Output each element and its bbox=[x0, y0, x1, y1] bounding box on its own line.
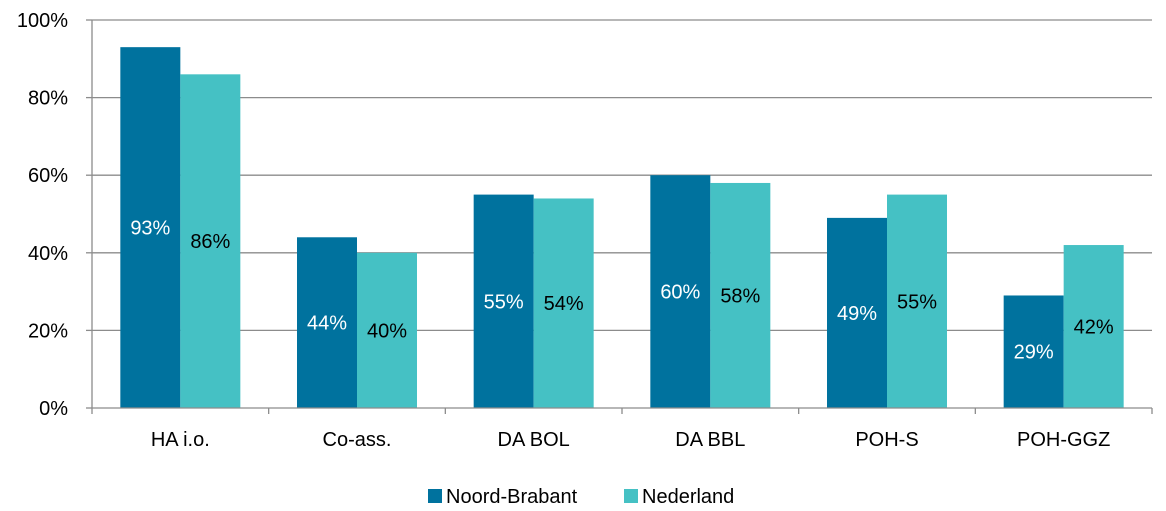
y-axis: 0% 20% 40% 60% 80% 100% bbox=[17, 10, 93, 420]
data-label: 60% bbox=[660, 282, 700, 304]
x-axis: HA i.o. Co-ass. DA BOL DA BBL POH-S POH-GGZ bbox=[91, 407, 1153, 451]
legend-swatch bbox=[624, 489, 638, 503]
y-tick-label: 40% bbox=[28, 243, 68, 265]
y-tick-label: 60% bbox=[28, 165, 68, 187]
bar-nederland bbox=[180, 74, 241, 408]
gridlines bbox=[92, 19, 1152, 332]
data-label: 55% bbox=[897, 291, 937, 313]
bar-nederland bbox=[710, 182, 771, 408]
data-label: 54% bbox=[544, 293, 584, 315]
bar-noord-brabant bbox=[297, 237, 357, 408]
legend-swatch bbox=[428, 489, 442, 503]
x-tick-label: POH-S bbox=[855, 429, 918, 451]
x-tick-label: DA BOL bbox=[498, 429, 570, 451]
y-tick-label: 20% bbox=[28, 320, 68, 342]
data-label: 93% bbox=[130, 218, 170, 240]
bar-nederland bbox=[533, 198, 594, 408]
y-tick-label: 100% bbox=[17, 10, 68, 32]
x-tick-label: HA i.o. bbox=[151, 429, 210, 451]
data-label: 44% bbox=[307, 313, 347, 335]
bars: 93% 86% 44% 40% 55% 54% 60% 58% 49% 55% 29% 42% bbox=[120, 47, 1124, 408]
bar-noord-brabant bbox=[120, 47, 181, 408]
data-label: 40% bbox=[367, 320, 407, 342]
bar-nederland bbox=[1063, 245, 1124, 408]
y-tick-label: 0% bbox=[39, 398, 68, 420]
y-tick-label: 80% bbox=[28, 88, 68, 110]
legend-label: Nederland bbox=[642, 486, 734, 508]
data-label: 55% bbox=[484, 291, 524, 313]
bar-noord-brabant bbox=[827, 217, 887, 408]
bar-noord-brabant bbox=[473, 194, 534, 408]
x-tick-label: POH-GGZ bbox=[1017, 429, 1110, 451]
data-label: 86% bbox=[190, 231, 230, 253]
data-label: 29% bbox=[1014, 342, 1054, 364]
legend-label: Noord-Brabant bbox=[446, 486, 578, 508]
data-label: 58% bbox=[720, 285, 760, 307]
legend: Noord-Brabant Nederland bbox=[428, 486, 734, 508]
bar-nederland bbox=[357, 252, 417, 408]
x-tick-label: DA BBL bbox=[675, 429, 745, 451]
data-label: 42% bbox=[1074, 317, 1114, 339]
data-label: 49% bbox=[837, 303, 877, 325]
bar-noord-brabant bbox=[1003, 295, 1064, 408]
x-tick-label: Co-ass. bbox=[323, 429, 392, 451]
bar-nederland bbox=[887, 194, 947, 408]
bar-noord-brabant bbox=[650, 175, 711, 408]
